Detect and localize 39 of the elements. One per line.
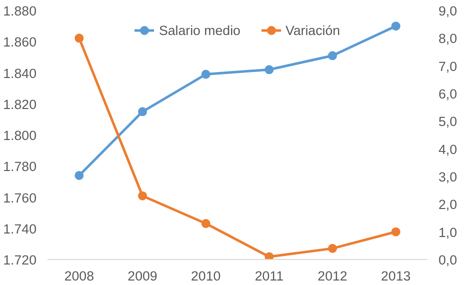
y2-tick-label: 0,0 (438, 252, 458, 268)
y-tick-label: 1.880 (3, 4, 37, 18)
legend-label: Variación (285, 22, 340, 38)
point (138, 191, 147, 200)
y2-tick-label: 9,0 (438, 4, 458, 18)
y-tick-label: 1.840 (3, 66, 37, 81)
x-tick-label: 2013 (381, 268, 411, 284)
y-tick-label: 1.780 (3, 159, 37, 174)
y2-tick-label: 3,0 (438, 170, 458, 184)
x-tick-label: 2010 (191, 268, 221, 284)
y-tick-label: 1.860 (3, 34, 37, 50)
point (391, 22, 400, 31)
x-tick-label: 2008 (64, 268, 94, 284)
y-tick-label: 1.740 (3, 221, 37, 236)
legend-label: Salario medio (158, 22, 240, 38)
point (74, 170, 84, 180)
y2-tick-label: 6,0 (438, 86, 458, 102)
y-tick-label: 1.820 (3, 96, 37, 112)
y-tick-label: 1.720 (3, 252, 37, 268)
point (328, 51, 337, 60)
y2-tick-label: 4,0 (438, 142, 458, 157)
point (201, 219, 210, 228)
x-tick-label: 2009 (128, 268, 158, 284)
y2-tick-label: 8,0 (438, 31, 458, 46)
point (138, 107, 147, 116)
y2-tick-label: 7,0 (438, 58, 458, 74)
point (74, 34, 84, 43)
x-tick-label: 2012 (318, 268, 348, 284)
y-tick-label: 1.760 (3, 190, 37, 206)
point (264, 65, 274, 74)
point (264, 252, 274, 260)
point (391, 227, 400, 236)
x-tick-label: 2011 (254, 268, 284, 284)
y2-tick-label: 2,0 (438, 197, 458, 212)
y2-tick-label: 1,0 (438, 224, 458, 240)
y2-tick-label: 5,0 (438, 114, 458, 130)
y-tick-label: 1.800 (3, 128, 37, 143)
point (328, 244, 337, 253)
point (201, 70, 210, 79)
